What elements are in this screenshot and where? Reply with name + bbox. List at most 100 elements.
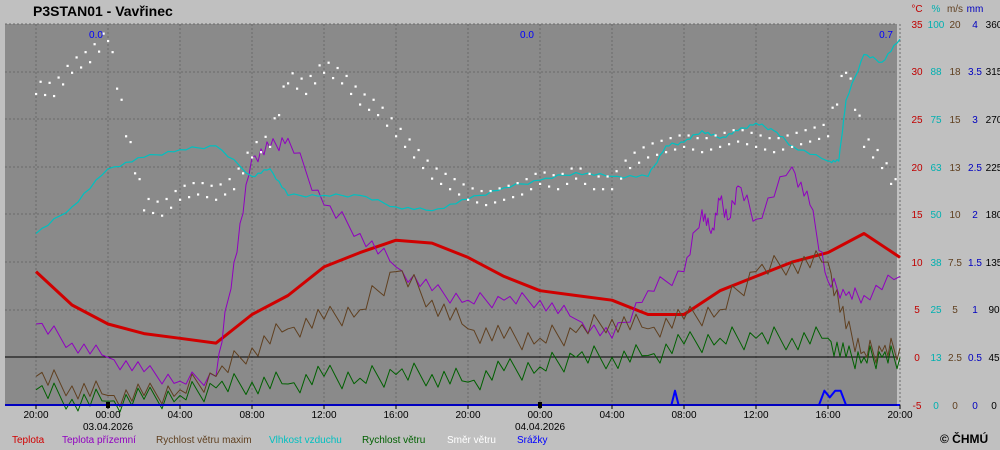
x-tick-labels: 20:00 00:00 04:00 08:00 12:00 16:00 20:00 00:00… bbox=[23, 405, 913, 421]
y-axis-tick-label: 50 bbox=[930, 210, 942, 221]
wind-direction-point bbox=[678, 134, 681, 137]
y-axis-tick-label: 3 bbox=[972, 115, 978, 126]
wind-direction-point bbox=[489, 189, 492, 193]
wind-direction-point bbox=[507, 184, 510, 187]
wind-direction-point bbox=[219, 183, 222, 186]
x-tick-label: 08:00 bbox=[239, 410, 264, 421]
wind-direction-point bbox=[867, 138, 870, 141]
wind-direction-point bbox=[350, 92, 353, 96]
wind-direction-point bbox=[480, 189, 483, 193]
y-axis-tick-label: 315 bbox=[986, 67, 1000, 78]
y-axis-tick-label: 2 bbox=[972, 210, 978, 221]
wind-direction-point bbox=[327, 61, 330, 64]
wind-direction-point bbox=[597, 175, 600, 178]
wind-direction-point bbox=[426, 159, 429, 162]
y-axis-tick-label: 38 bbox=[930, 258, 942, 269]
wind-direction-point bbox=[237, 167, 240, 170]
wind-direction-point bbox=[782, 148, 785, 151]
wind-direction-point bbox=[561, 172, 564, 175]
wind-direction-point bbox=[836, 103, 839, 106]
midnight-marker bbox=[538, 402, 542, 408]
legend-item: Srážky bbox=[517, 435, 548, 446]
wind-direction-point bbox=[255, 141, 258, 144]
legend: Teplota Teplota přízemní Rychlost větru ma… bbox=[12, 435, 548, 446]
wind-direction-point bbox=[629, 166, 632, 170]
wind-direction-point bbox=[512, 196, 515, 199]
wind-direction-point bbox=[809, 140, 812, 143]
y-axis-tick-label: 45 bbox=[988, 353, 1000, 364]
wind-direction-point bbox=[849, 77, 852, 80]
x-tick-label: 08:00 bbox=[671, 410, 696, 421]
wind-direction-point bbox=[557, 188, 560, 191]
wind-direction-point bbox=[296, 87, 299, 90]
wind-direction-point bbox=[147, 197, 150, 201]
wind-direction-point bbox=[291, 72, 294, 75]
y-axis-tick-label: -5 bbox=[913, 401, 922, 412]
wind-direction-point bbox=[273, 117, 276, 120]
wind-direction-point bbox=[66, 64, 69, 68]
wind-direction-point bbox=[440, 182, 443, 186]
legend-item: Vlhkost vzduchu bbox=[269, 435, 342, 446]
y-axis-0: °C 35 30 25 20 15 10 5 0 -5 bbox=[911, 4, 923, 412]
y-axis-4: 360 315 270 225 180 135 90 45 0 bbox=[986, 20, 1000, 412]
x-tick-label: 00:00 bbox=[527, 410, 552, 421]
wind-direction-point bbox=[683, 145, 686, 148]
wind-direction-point bbox=[341, 82, 344, 85]
x-tick-label: 00:00 bbox=[95, 410, 120, 421]
series-line-vlhkost-vzduchu bbox=[35, 38, 901, 235]
wind-direction-point bbox=[786, 134, 789, 137]
y-axis-tick-label: 25 bbox=[911, 115, 923, 126]
wind-direction-point bbox=[476, 201, 479, 204]
y-axis-tick-label: 270 bbox=[986, 115, 1000, 126]
y-axis-tick-label: 3.5 bbox=[968, 67, 982, 78]
wind-direction-point bbox=[606, 175, 609, 178]
wind-direction-point bbox=[354, 85, 357, 88]
wind-direction-point bbox=[741, 129, 744, 132]
y-axis-tick-label: 7.5 bbox=[948, 258, 962, 269]
wind-direction-point bbox=[363, 93, 366, 96]
wind-direction-point bbox=[174, 189, 177, 193]
wind-direction-point bbox=[498, 187, 501, 190]
wind-direction-point bbox=[161, 214, 164, 217]
wind-direction-point bbox=[278, 114, 281, 117]
y-axis-tick-label: 30 bbox=[911, 67, 923, 78]
y-axis-tick-label: 100 bbox=[928, 20, 945, 31]
wind-direction-point bbox=[624, 159, 627, 162]
wind-direction-point bbox=[827, 135, 830, 138]
series-group bbox=[34, 32, 901, 413]
date-label: 04.04.2026 bbox=[515, 422, 565, 433]
wind-direction-point bbox=[224, 193, 227, 196]
wind-direction-point bbox=[642, 146, 645, 149]
wind-direction-point bbox=[48, 81, 51, 84]
wind-direction-point bbox=[615, 170, 618, 173]
wind-direction-point bbox=[458, 193, 461, 196]
wind-direction-point bbox=[233, 188, 236, 191]
wind-direction-point bbox=[287, 82, 290, 85]
wind-direction-point bbox=[269, 145, 272, 148]
wind-direction-point bbox=[260, 151, 263, 154]
wind-direction-point bbox=[80, 66, 83, 69]
wind-direction-point bbox=[854, 108, 857, 111]
y-axis-tick-label: 5 bbox=[952, 305, 958, 316]
wind-direction-point bbox=[62, 83, 65, 86]
x-tick-label: 12:00 bbox=[311, 410, 336, 421]
wind-direction-point bbox=[813, 126, 816, 129]
x-tick-label: 20:00 bbox=[887, 410, 912, 421]
wind-direction-point bbox=[552, 174, 555, 177]
y-axis-3: mm 4 3.5 3 2.5 2 1.5 1 0.5 0 bbox=[967, 4, 984, 412]
x-tick-label: 16:00 bbox=[815, 410, 840, 421]
wind-direction-point bbox=[399, 127, 402, 130]
wind-direction-point bbox=[35, 92, 38, 96]
wind-direction-point bbox=[305, 92, 308, 96]
wind-direction-point bbox=[737, 140, 740, 143]
wind-direction-point bbox=[183, 184, 186, 187]
wind-direction-point bbox=[201, 182, 204, 185]
wind-direction-point bbox=[656, 153, 659, 156]
series-line-rychlost-větru bbox=[35, 326, 901, 413]
wind-direction-point bbox=[818, 137, 821, 141]
wind-direction-point bbox=[872, 156, 875, 159]
wind-direction-point bbox=[282, 85, 285, 88]
y-axis-tick-label: 18 bbox=[949, 67, 961, 78]
series-line-srážky bbox=[36, 389, 900, 406]
wind-direction-point bbox=[548, 185, 551, 188]
